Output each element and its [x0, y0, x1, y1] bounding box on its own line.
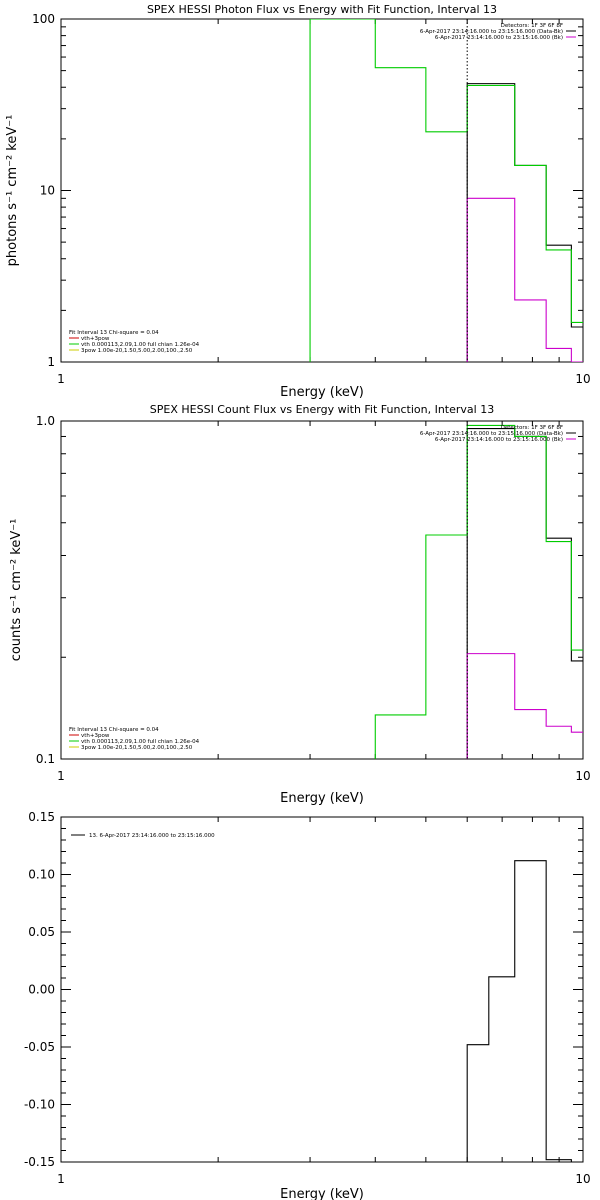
- y-tick-label: -0.15: [24, 1155, 55, 1169]
- y-tick-label: 10: [40, 184, 55, 198]
- plot-area: [309, 19, 583, 362]
- plot-area: [374, 421, 583, 759]
- series-line-1: [466, 653, 583, 759]
- x-axis-label: Energy (keV): [280, 791, 364, 806]
- photon-flux-panel: SPEX HESSI Photon Flux vs Energy with Fi…: [5, 3, 591, 400]
- y-axis-label: counts s⁻¹ cm⁻² keV⁻¹: [9, 519, 24, 662]
- x-tick-label: 1: [57, 769, 65, 783]
- fit-legend-entry: vth+3pow: [81, 733, 110, 739]
- legend-top-entry: 6-Apr-2017 23:14:16.000 to 23:15:16.000 …: [435, 35, 563, 41]
- y-tick-label: 1.0: [36, 414, 55, 428]
- legend-top-entry: 6-Apr-2017 23:14:16.000 to 23:15:16.000 …: [435, 437, 563, 443]
- plot-frame: [60, 18, 584, 363]
- series-line-0: [466, 860, 583, 1162]
- fit-legend-entry: vth+3pow: [81, 336, 110, 342]
- x-axis-label: Energy (keV): [280, 385, 364, 400]
- legend-top-entry: Detectors: 1F 3F 6F 8F: [501, 425, 563, 431]
- y-tick-label: -0.10: [24, 1098, 55, 1112]
- legend-entry: 13. 6-Apr-2017 23:14:16.000 to 23:15:16.…: [89, 833, 215, 839]
- fit-legend-entry: Fit Interval 13 Chi-square = 0.04: [69, 727, 159, 733]
- series-line-2: [309, 19, 583, 362]
- count-flux-panel: SPEX HESSI Count Flux vs Energy with Fit…: [9, 403, 591, 806]
- plot-frame: [60, 816, 584, 1163]
- chart-title: SPEX HESSI Count Flux vs Energy with Fit…: [150, 403, 494, 416]
- fit-legend-entry: 3pow 1.00e-20,1.50,5.00,2.00,100.,2.50: [81, 745, 193, 751]
- fit-legend-entry: Fit Interval 13 Chi-square = 0.04: [69, 330, 159, 336]
- y-tick-label: 100: [32, 12, 55, 26]
- y-axis-label: photons s⁻¹ cm⁻² keV⁻¹: [5, 115, 20, 267]
- x-tick-label: 10: [575, 1172, 590, 1186]
- series-line-2: [374, 424, 583, 759]
- x-tick-label: 10: [575, 372, 590, 386]
- y-tick-label: 0.1: [36, 752, 55, 766]
- y-tick-label: -0.05: [24, 1040, 55, 1054]
- plot-frame: [60, 420, 584, 760]
- x-axis-label: Energy (keV): [280, 1187, 364, 1200]
- y-tick-label: 0.05: [28, 925, 55, 939]
- legend-top-entry: 6-Apr-2017 23:14:16.000 to 23:15:16.000 …: [420, 29, 563, 35]
- y-tick-label: 0.00: [28, 983, 55, 997]
- chart-title: SPEX HESSI Photon Flux vs Energy with Fi…: [147, 3, 497, 16]
- fit-legend-entry: vth 0.000113,2.09,1.00 full chian 1.26e-…: [81, 739, 200, 745]
- y-tick-label: 1: [47, 355, 55, 369]
- y-tick-label: 0.10: [28, 868, 55, 882]
- legend-top-entry: Detectors: 1F 3F 6F 8F: [501, 23, 563, 29]
- fit-legend-entry: vth 0.000113,2.09,1.00 full chian 1.26e-…: [81, 342, 200, 348]
- x-tick-label: 1: [57, 372, 65, 386]
- x-tick-label: 1: [57, 1172, 65, 1186]
- series-line-1: [466, 197, 583, 362]
- series-line-0: [466, 427, 583, 759]
- legend-top-entry: 6-Apr-2017 23:14:16.000 to 23:15:16.000 …: [420, 431, 563, 437]
- residuals-panel: Energy (keV) 1 10 -0.15 -0.10 -0.05 0.00 0.05 0.…: [24, 810, 591, 1200]
- x-tick-label: 10: [575, 769, 590, 783]
- fit-legend-entry: 3pow 1.00e-20,1.50,5.00,2.00,100.,2.50: [81, 348, 193, 354]
- series-line-0: [466, 83, 583, 362]
- y-tick-label: 0.15: [28, 810, 55, 824]
- plot-area: [466, 860, 583, 1162]
